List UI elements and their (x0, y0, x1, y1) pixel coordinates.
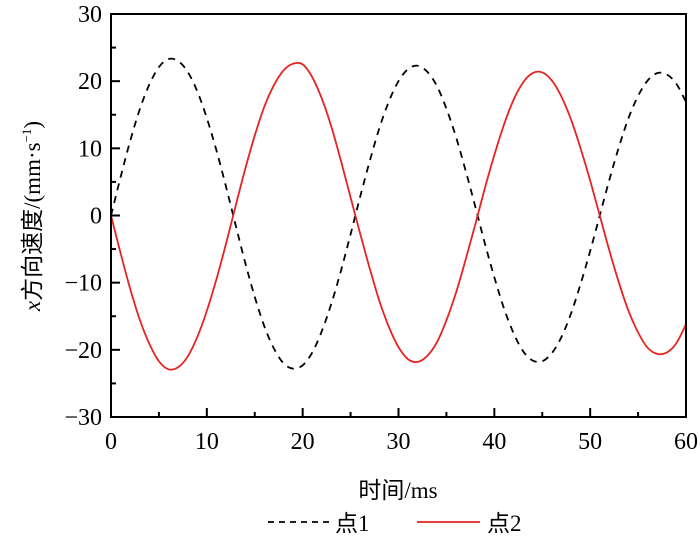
series-line-1 (110, 57, 687, 370)
y-axis-label: x方向速度/(mm·s−1) (19, 121, 45, 312)
x-tick-label: 30 (387, 429, 411, 455)
y-axis-label-close: ) (20, 121, 45, 129)
legend: 点1 点2 (268, 511, 522, 536)
x-tick-label: 50 (578, 429, 602, 455)
y-tick-label: 20 (78, 69, 102, 95)
y-axis-label-var: x (20, 300, 45, 312)
y-tick-label: 0 (90, 204, 102, 230)
y-tick-label: 30 (78, 2, 102, 28)
y-tick-label: −20 (64, 338, 102, 364)
y-tick-label: −10 (64, 271, 102, 297)
x-tick-label: 0 (105, 429, 117, 455)
x-tick-label: 10 (195, 429, 219, 455)
y-axis-label-text: 方向速度/(mm·s (20, 142, 45, 300)
y-tick-label: −30 (64, 405, 102, 431)
legend-label-series-1: 点1 (335, 511, 370, 536)
y-tick-label: 10 (78, 136, 102, 162)
series-layer (110, 57, 687, 371)
y-axis-label-sup: −1 (19, 129, 34, 143)
ticks: 0 10 20 30 40 50 60 30 20 10 0 −10 −20 −30 (64, 2, 698, 455)
legend-label-series-2: 点2 (487, 511, 522, 536)
x-tick-label: 20 (291, 429, 315, 455)
x-tick-label: 40 (482, 429, 506, 455)
x-tick-label: 60 (674, 429, 698, 455)
series-line-2 (110, 61, 687, 371)
x-axis-label: 时间/ms (358, 478, 437, 503)
